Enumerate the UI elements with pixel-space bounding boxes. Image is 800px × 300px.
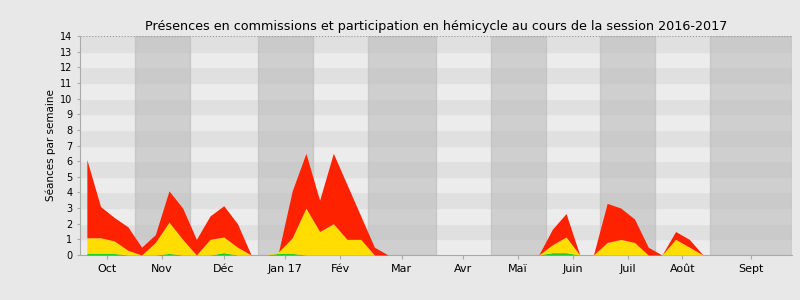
Bar bbox=[80, 224, 792, 239]
Bar bbox=[80, 99, 792, 114]
Bar bbox=[258, 36, 313, 255]
Y-axis label: Séances par semaine: Séances par semaine bbox=[46, 90, 56, 201]
Bar bbox=[80, 52, 792, 67]
Bar bbox=[80, 83, 792, 99]
Bar bbox=[710, 36, 792, 255]
Bar bbox=[80, 67, 792, 83]
Bar bbox=[80, 114, 792, 130]
Bar bbox=[80, 146, 792, 161]
Bar bbox=[80, 161, 792, 177]
Bar bbox=[80, 208, 792, 224]
Bar bbox=[134, 36, 190, 255]
Bar bbox=[490, 36, 546, 255]
Bar bbox=[80, 177, 792, 192]
Bar bbox=[80, 36, 792, 52]
Bar bbox=[80, 130, 792, 146]
Bar bbox=[80, 239, 792, 255]
Title: Présences en commissions et participation en hémicycle au cours de la session 20: Présences en commissions et participatio… bbox=[145, 20, 727, 33]
Bar bbox=[80, 192, 792, 208]
Bar bbox=[600, 36, 655, 255]
Bar bbox=[367, 36, 436, 255]
